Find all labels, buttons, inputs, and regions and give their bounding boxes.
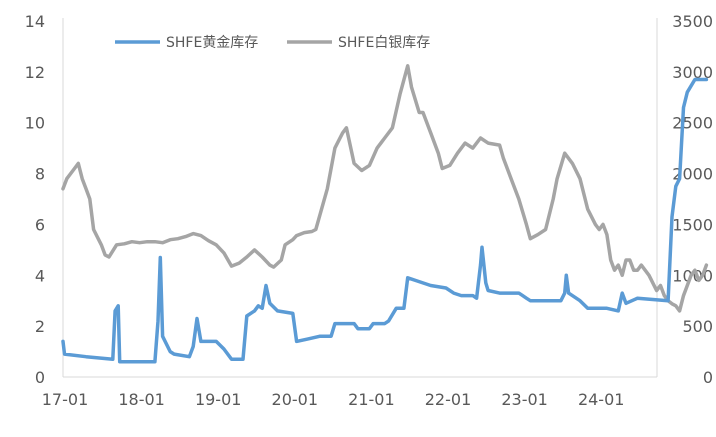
y-right-tick-label: 3000: [672, 63, 713, 82]
plot-frame: [62, 18, 658, 378]
x-axis-ticks: 17-01 18-01 19-01 20-01 21-01 22-01 23-01 24-01: [42, 390, 625, 409]
x-tick-label: 18-01: [118, 390, 165, 409]
y-right-tick-label: 2500: [672, 114, 713, 133]
y-left-tick-label: 10: [25, 114, 45, 133]
series-layer: [61, 64, 709, 364]
y-left-tick-label: 8: [35, 165, 45, 184]
y-left-tick-label: 14: [25, 12, 45, 31]
y-left-tick-label: 12: [25, 63, 45, 82]
y-left-tick-label: 2: [35, 317, 45, 336]
y-left-tick-label: 6: [35, 215, 45, 234]
x-tick-label: 22-01: [425, 390, 472, 409]
legend-label-silver: SHFE白银库存: [338, 35, 430, 51]
y-right-tick-label: 500: [682, 317, 713, 336]
y-right-tick-label: 3500: [672, 12, 713, 31]
series-line-silver: [61, 64, 709, 313]
x-tick-label: 19-01: [195, 390, 242, 409]
x-tick-label: 20-01: [272, 390, 319, 409]
x-tick-label: 23-01: [501, 390, 548, 409]
x-tick-label: 21-01: [348, 390, 395, 409]
y-right-tick-label: 0: [703, 368, 713, 387]
x-tick-label: 24-01: [578, 390, 625, 409]
y-right-tick-label: 2000: [672, 165, 713, 184]
y-left-tick-label: 4: [35, 266, 45, 285]
legend: SHFE黄金库存 SHFE白银库存: [115, 34, 430, 51]
legend-label-gold: SHFE黄金库存: [166, 34, 258, 51]
y-axis-left-ticks: 0 2 4 6 8 10 12 14: [25, 12, 45, 387]
x-tick-label: 17-01: [42, 390, 89, 409]
series-line-gold: [61, 77, 709, 364]
y-left-tick-label: 0: [35, 368, 45, 387]
y-right-tick-label: 1500: [672, 215, 713, 234]
